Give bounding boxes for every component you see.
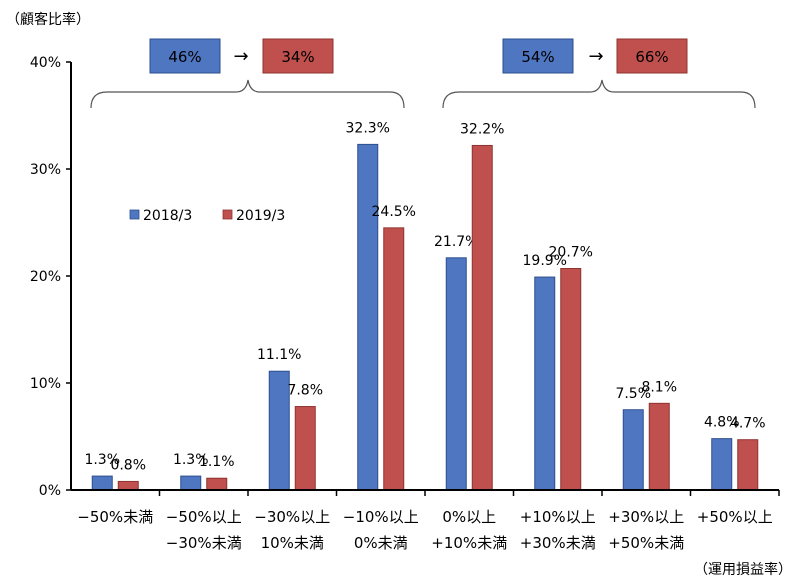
x-tick-label-line2: 10%未満 [261, 534, 324, 552]
legend-label-2018: 2018/3 [143, 208, 192, 224]
bars: 1.3%0.8% 1.3%1.1%11.1%7.8%32.3%24.5%21.7%… [84, 120, 766, 491]
bar-2019-3 [648, 402, 670, 491]
data-label: 4.8% [704, 415, 740, 431]
gain-2018-value: 54% [521, 48, 554, 66]
data-label: 24.5% [372, 204, 416, 220]
data-label: 7.5% [615, 386, 651, 402]
bar-2018-3 [357, 143, 379, 491]
gain-brace [442, 79, 756, 109]
bar-2019-3 [294, 406, 316, 491]
x-tick-label-line2: −30%未満 [166, 534, 242, 552]
data-label: 19.9% [523, 253, 567, 269]
data-label: 32.3% [346, 120, 390, 136]
gain-2018-box [502, 38, 574, 74]
data-label: 1.1% [199, 454, 235, 470]
x-tick-label: 0%以上 [442, 508, 496, 526]
x-tick-label: −50%未満 [77, 508, 153, 526]
bar-2018-3 [445, 257, 467, 491]
bar-2018-3 [711, 438, 733, 491]
data-label: 1.3% [173, 452, 209, 468]
bar-2018-3 [268, 370, 290, 491]
bar-2018-3 [534, 276, 556, 491]
loss-group-annotation: 46% → 34% [90, 38, 405, 109]
loss-2018-value: 46% [168, 48, 201, 66]
gain-2019-value: 66% [635, 48, 668, 66]
loss-brace [90, 79, 405, 109]
x-tick-label-line2: +10%未満 [431, 534, 507, 552]
bar-2018-3 [180, 475, 202, 491]
y-tick-label: 40% [30, 55, 61, 71]
y-tick-label: 0% [39, 483, 61, 499]
y-tick-label: 20% [30, 269, 61, 285]
data-label: 32.2% [460, 121, 504, 137]
x-tick-label-line2: 0%未満 [354, 534, 408, 552]
bar-2019-3 [206, 477, 228, 491]
legend: 2018/3 2019/3 [129, 208, 285, 224]
loss-2019-value: 34% [281, 48, 314, 66]
y-unit-label: （顧客比率） [6, 11, 90, 28]
x-tick-label-line2: +50%未満 [608, 534, 684, 552]
x-tick-label: +30%以上 [608, 508, 684, 526]
x-axis-labels: −50%未満 −50%以上 −30%未満 −30%以上 10%未満 −10%以上 0%未満 0… [77, 490, 780, 552]
data-label: 8.1% [641, 379, 677, 395]
bar-2019-3 [560, 268, 582, 491]
x-tick-label-line2: +30%未満 [520, 534, 596, 552]
x-tick-label: −50%以上 [166, 508, 242, 526]
loss-2018-box [149, 38, 221, 74]
data-label: 1.3% [84, 452, 120, 468]
legend-swatch-2019 [222, 209, 233, 220]
legend-label-2019: 2019/3 [236, 208, 285, 224]
y-axis-ticks: 0% 10% 20% 30% 40% [30, 55, 71, 499]
loss-arrow: → [233, 46, 248, 67]
bar-2018-3 [91, 475, 113, 491]
gain-group-annotation: 54% → 66% [442, 38, 756, 109]
bar-2019-3 [737, 439, 759, 491]
x-tick-label: +50%以上 [697, 508, 773, 526]
x-tick-label: −10%以上 [343, 508, 419, 526]
y-tick-label: 10% [30, 376, 61, 392]
data-label: 4.7% [730, 416, 766, 432]
legend-swatch-2018 [129, 209, 140, 220]
bar-2019-3 [117, 480, 139, 491]
data-label: 0.8% [110, 457, 146, 473]
loss-2019-box [262, 38, 334, 74]
data-label: 20.7% [549, 245, 593, 261]
bar-2018-3 [622, 409, 644, 491]
y-tick-label: 30% [30, 162, 61, 178]
data-label: 11.1% [257, 347, 301, 363]
bar-2019-3 [383, 227, 405, 491]
x-unit-label: （運用損益率） [694, 561, 792, 578]
data-label: 7.8% [287, 383, 323, 399]
bar-2019-3 [471, 144, 493, 491]
x-tick-label: +10%以上 [520, 508, 596, 526]
data-label: 21.7% [434, 234, 478, 250]
gain-2019-box [616, 38, 688, 74]
gain-arrow: → [588, 46, 603, 67]
x-tick-label: −30%以上 [254, 508, 330, 526]
